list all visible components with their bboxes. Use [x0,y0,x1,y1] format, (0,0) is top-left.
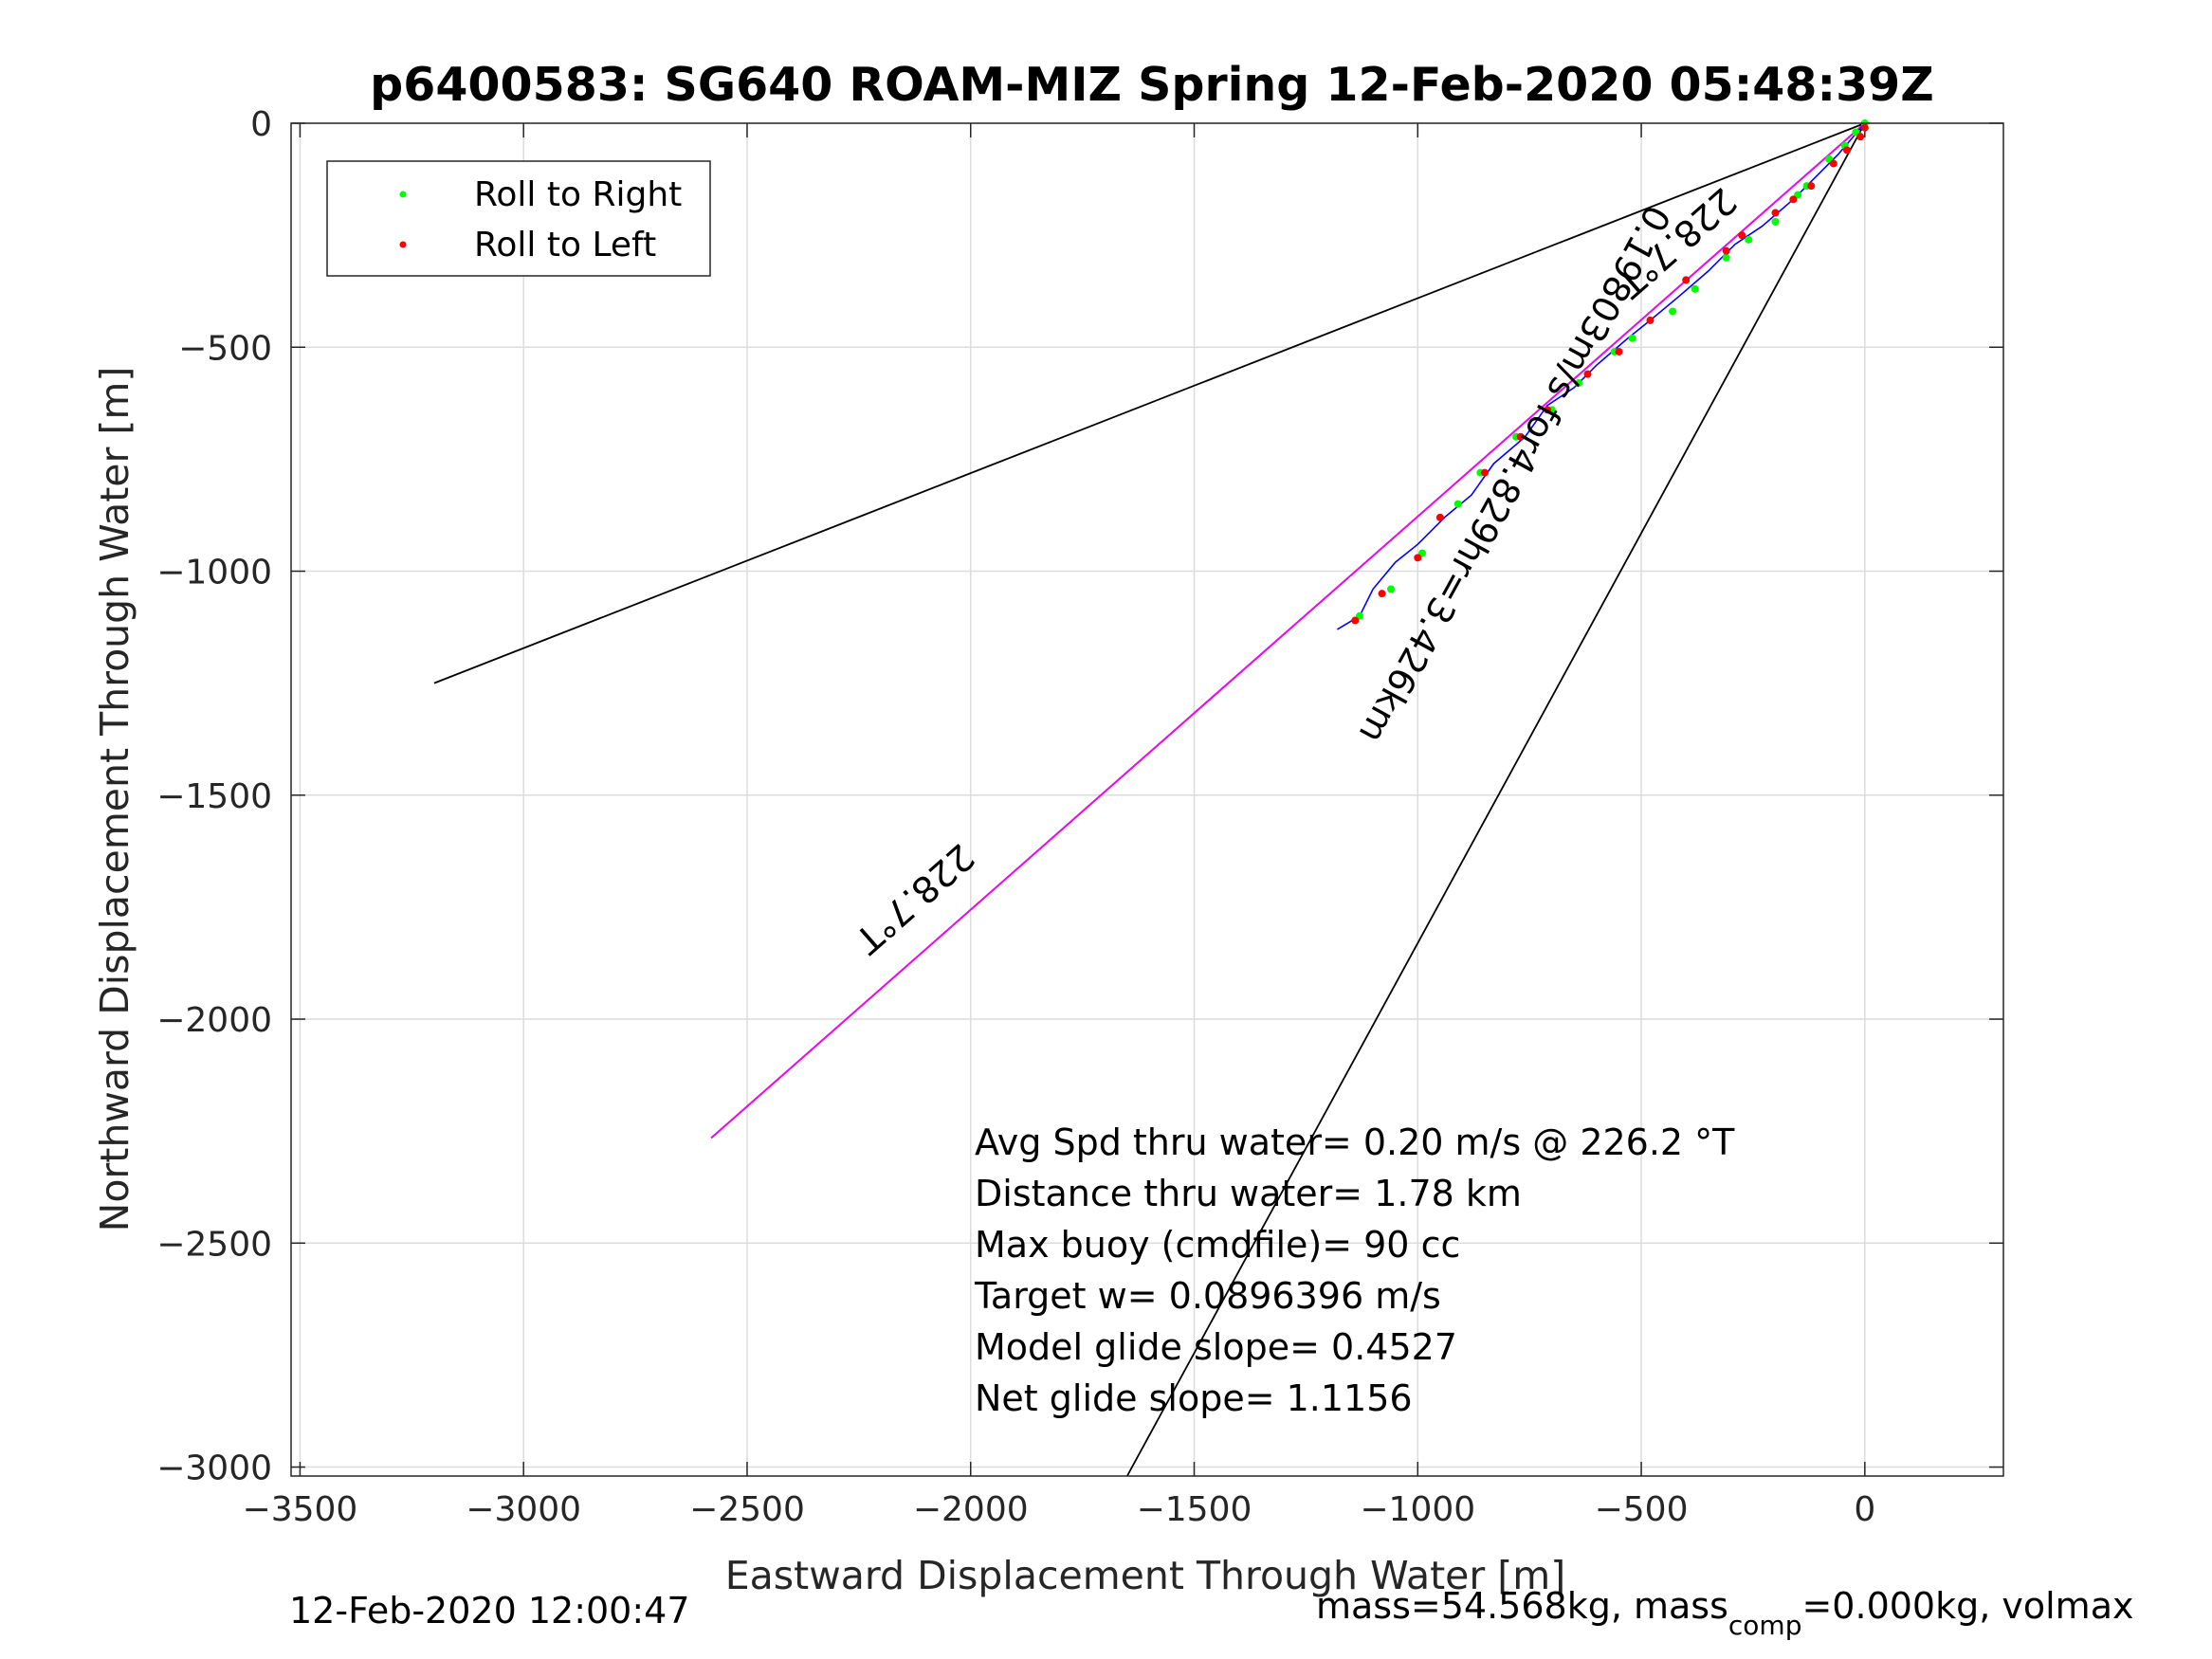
roll-left-point [1789,195,1798,204]
roll-left-point [1722,246,1730,255]
y-tick-label: 0 [250,105,272,144]
roll-left-point [1516,432,1525,441]
footer-mass-subscript: comp [1728,1610,1802,1641]
roll-left-point [1738,231,1746,240]
roll-left-point [1842,146,1851,155]
roll-left-point [1856,133,1865,141]
series-line-3 [710,122,1866,1139]
x-tick-label: −3500 [243,1490,358,1529]
footer-timestamp: 12-Feb-2020 12:00:47 [289,1590,690,1632]
x-tick-label: −2000 [913,1490,1029,1529]
legend-box [326,160,711,277]
series [433,122,1866,1477]
y-tick-label: −3000 [156,1449,272,1488]
stat-max-buoy: Max buoy (cmdfile)= 90 cc [975,1224,1460,1266]
x-tick-label: 0 [1854,1490,1875,1529]
roll-left-point [1481,468,1490,477]
y-axis-label: Northward Displacement Through Water [m] [92,367,137,1232]
roll-right-point [1722,253,1730,262]
series-line-0 [433,122,1866,684]
roll-left-point [1435,513,1444,521]
x-tick-label: −3000 [466,1490,581,1529]
stats-block: Avg Spd thru water= 0.20 m/s @ 226.2 °T … [974,1121,1735,1419]
roll-left-point [1860,123,1869,132]
roll-right-point [1771,217,1780,226]
series-line-4 [1336,122,1866,630]
roll-left-point [1583,370,1592,378]
y-tick-label: −2000 [156,1001,272,1040]
plot-frame [290,122,2004,1477]
roll-right-point [1386,585,1395,593]
roll-left-point [1378,590,1386,598]
roll-left-point [1615,347,1623,356]
legend-label-roll-right: Roll to Right [474,175,682,214]
y-tick-label: −1500 [156,777,272,816]
legend-marker-roll-left [399,241,407,248]
roll-left-point [1682,276,1691,284]
roll-right-point [1628,334,1636,342]
stat-target-w: Target w= 0.0896396 m/s [974,1275,1441,1317]
roll-left-point [1414,554,1422,562]
x-tick-label: −2500 [689,1490,805,1529]
y-tick-label: −2500 [156,1225,272,1264]
x-tick-labels: −3500 −3000 −2500 −2000 −1500 −1000 −500 0 [243,1490,1876,1529]
plot-background [291,123,2003,1476]
y-tick-labels: 0 −500 −1000 −1500 −2000 −2500 −3000 [156,105,272,1488]
roll-left-point [1646,316,1654,324]
points [1351,119,1869,625]
footer-mass: mass=54.568kg, masscomp=0.000kg, volmax [1316,1585,2133,1641]
stat-net-glide: Net glide slope= 1.1156 [975,1377,1413,1419]
legend: Roll to Right Roll to Left [326,160,711,277]
x-tick-label: −1000 [1360,1490,1475,1529]
series-line-1 [1126,122,1866,1477]
roll-left-point [1807,182,1816,191]
roll-right-point [1575,379,1583,388]
x-axis-label: Eastward Displacement Through Water [m] [725,1553,1565,1598]
stat-distance: Distance thru water= 1.78 km [975,1173,1522,1214]
roll-left-point [1829,159,1837,168]
y-tick-label: −500 [178,329,272,368]
roll-right-point [1453,500,1462,508]
chart-title: p6400583: SG640 ROAM-MIZ Spring 12-Feb-2… [370,58,1934,112]
footer-mass-suffix: =0.000kg, volmax [1801,1585,2133,1627]
y-tick-label: −1000 [156,554,272,592]
stat-model-glide: Model glide slope= 0.4527 [975,1326,1457,1368]
roll-left-point [1771,209,1780,217]
grid [291,122,2003,1476]
stat-avg-speed: Avg Spd thru water= 0.20 m/s @ 226.2 °T [975,1121,1735,1163]
legend-label-roll-left: Roll to Left [474,226,656,264]
roll-left-point [1544,406,1552,414]
roll-right-point [1691,284,1699,293]
legend-marker-roll-right [399,191,407,198]
x-tick-label: −1500 [1137,1490,1252,1529]
footer-mass-prefix: mass=54.568kg, mass [1316,1585,1728,1627]
roll-right-point [1745,235,1753,244]
x-tick-label: −500 [1595,1490,1689,1529]
roll-right-point [1669,307,1677,316]
roll-left-point [1351,616,1360,625]
